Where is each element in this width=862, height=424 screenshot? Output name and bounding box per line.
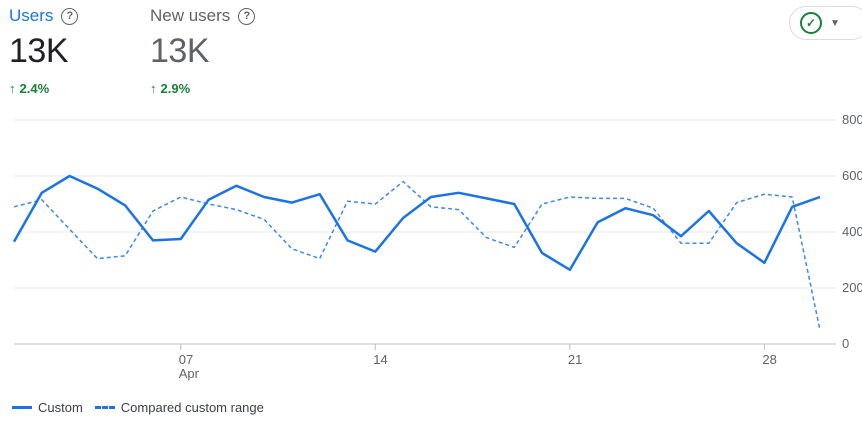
- status-dropdown-button[interactable]: ✓ ▼: [789, 6, 862, 40]
- metric-delta-value: 2.4%: [19, 81, 50, 96]
- series-line-custom: [12, 174, 821, 272]
- y-tick-label: 0: [842, 336, 849, 351]
- x-tick-label: 21: [568, 352, 582, 367]
- metric-value: 13K: [150, 32, 210, 70]
- x-tick-label: 28: [762, 352, 776, 367]
- arrow-up-icon: ↑: [150, 81, 157, 96]
- help-icon[interactable]: ?: [61, 7, 79, 25]
- caret-down-icon: ▼: [830, 17, 840, 29]
- x-tick-label: 07: [179, 352, 193, 367]
- x-tick-label: 14: [373, 352, 387, 367]
- arrow-up-icon: ↑: [9, 81, 16, 96]
- y-tick-label: 200: [842, 280, 862, 295]
- legend-solid-swatch: [12, 406, 32, 409]
- legend-item-compared[interactable]: Compared custom range: [120, 400, 264, 415]
- y-tick-label: 800: [842, 112, 862, 127]
- series-line-compared: [13, 180, 821, 331]
- metric-delta: ↑ 2.9%: [150, 81, 255, 96]
- check-circle-icon: ✓: [800, 12, 822, 34]
- metric-delta-value: 2.9%: [160, 81, 191, 96]
- y-tick-label: 400: [842, 224, 862, 239]
- metric-label: New users: [150, 6, 231, 25]
- legend-item-custom[interactable]: Custom: [38, 400, 83, 415]
- metric-new-users[interactable]: New users ? 13K ↑ 2.9%: [150, 4, 256, 96]
- x-tick-sublabel: Apr: [179, 366, 200, 381]
- chart-legend: Custom Compared custom range: [12, 400, 264, 415]
- metric-users[interactable]: Users ? 13K ↑ 2.4%: [9, 4, 79, 96]
- y-tick-label: 600: [842, 168, 862, 183]
- metric-value: 13K: [9, 32, 69, 70]
- help-icon[interactable]: ?: [238, 7, 256, 25]
- legend-dashed-swatch: [94, 406, 115, 409]
- metric-label: Users: [9, 6, 54, 25]
- metric-delta: ↑ 2.4%: [9, 81, 78, 96]
